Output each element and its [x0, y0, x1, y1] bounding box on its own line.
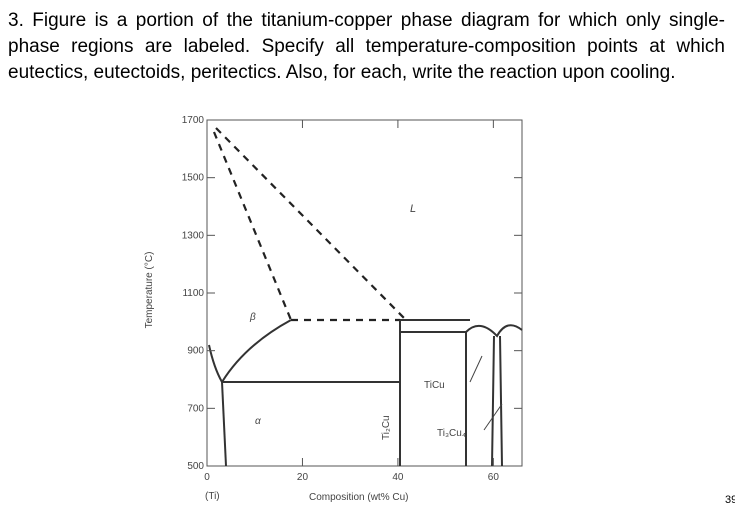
region-label: Ti₂Cu — [381, 415, 392, 440]
arrow — [469, 355, 483, 383]
beta-boundary — [221, 319, 292, 383]
page-number: 39 — [725, 494, 735, 506]
alpha-beta-boundary — [208, 344, 223, 383]
y-tick-label: 900 — [187, 346, 204, 357]
ti3cu4-region — [491, 335, 503, 467]
x-tick-label: 20 — [297, 472, 309, 483]
region-label: L — [410, 203, 416, 215]
y-tick-label: 500 — [187, 461, 204, 472]
question-text: 3. Figure is a portion of the titanium-c… — [8, 10, 725, 83]
x-tick-label: 40 — [392, 472, 404, 483]
arrow — [483, 403, 503, 431]
region-label: α — [255, 416, 261, 427]
x-note: (Ti) — [205, 491, 220, 502]
liquidus-domes — [465, 324, 523, 338]
x-axis-label: Composition (wt% Cu) — [309, 492, 408, 503]
plot-frame — [206, 119, 523, 467]
y-tick-label: 1700 — [182, 115, 205, 126]
liquidus — [215, 127, 405, 319]
y-tick-label: 700 — [187, 403, 204, 414]
x-tick-label: 0 — [204, 472, 210, 483]
region-label: Ti₃Cu₄ — [437, 428, 466, 439]
x-tick-label: 60 — [488, 472, 500, 483]
y-tick-label: 1100 — [182, 288, 204, 299]
region-label: TiCu — [424, 380, 445, 391]
y-axis-label: Temperature (°C) — [144, 252, 155, 329]
ticu-region — [400, 331, 467, 466]
y-tick-label: 1500 — [182, 173, 205, 184]
region-label: β — [249, 312, 256, 323]
alpha-solvus — [221, 381, 227, 467]
y-tick-label: 1300 — [182, 230, 205, 241]
beta-liquidus — [212, 131, 293, 321]
